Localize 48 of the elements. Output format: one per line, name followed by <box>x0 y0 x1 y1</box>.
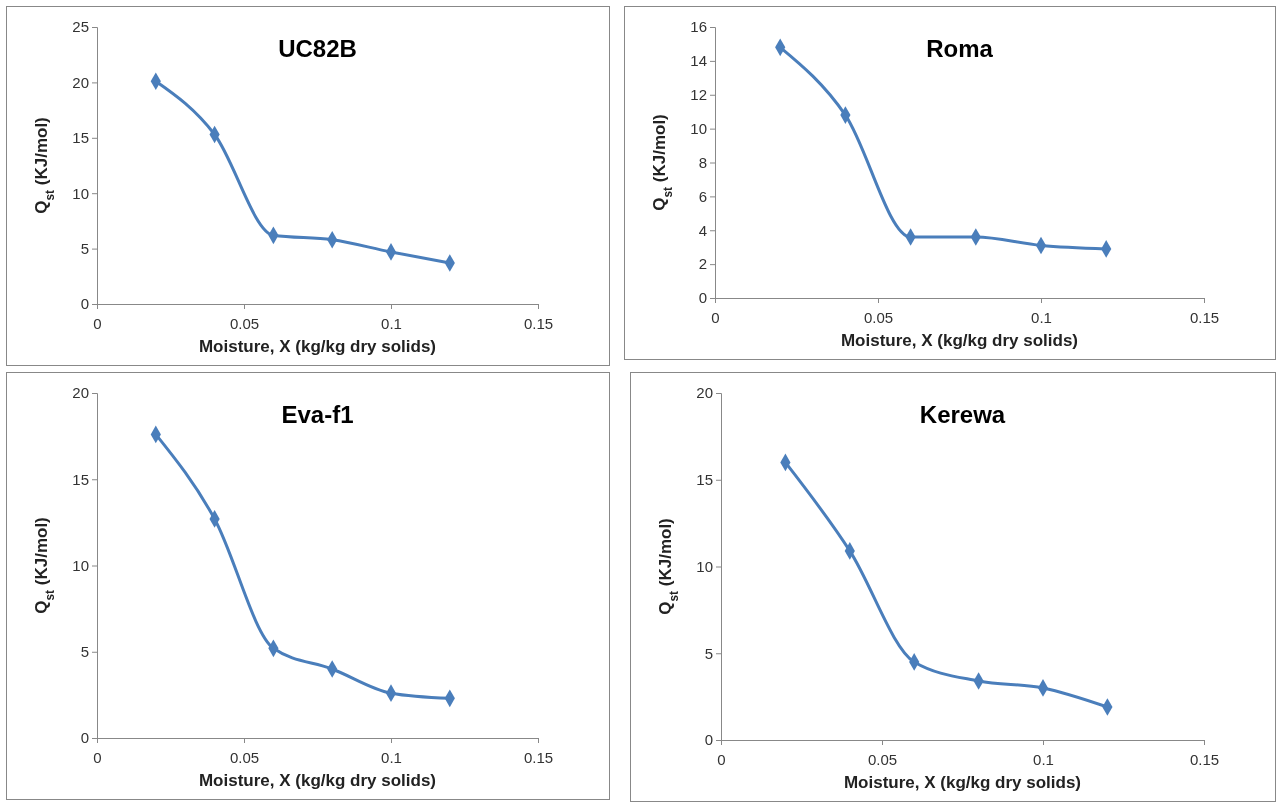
y-tick-label: 0 <box>704 731 713 749</box>
x-axis-title: Moisture, X (kg/kg dry solids) <box>198 771 437 790</box>
y-tick-label: 12 <box>690 86 707 104</box>
y-tick-label: 5 <box>80 643 89 661</box>
y-tick-label: 16 <box>690 18 707 36</box>
x-tick-label: 0 <box>93 748 102 766</box>
y-tick-label: 10 <box>696 557 713 575</box>
chart-title: Eva-f1 <box>281 401 354 428</box>
y-tick-label: 10 <box>72 184 89 202</box>
y-tick-label: 20 <box>72 73 89 91</box>
y-tick-label: 20 <box>72 384 89 402</box>
x-tick-label: 0.05 <box>229 314 260 332</box>
y-tick-label: 2 <box>698 255 707 273</box>
y-tick-label: 6 <box>698 187 707 205</box>
y-tick-label: 15 <box>72 470 89 488</box>
y-tick-label: 4 <box>698 221 707 239</box>
x-tick-label: 0.1 <box>1033 750 1054 768</box>
y-tick-label: 10 <box>72 556 89 574</box>
y-tick-label: 25 <box>72 18 89 36</box>
x-tick-label: 0.05 <box>863 308 894 326</box>
x-tick-label: 0.1 <box>1031 308 1052 326</box>
x-tick-label: 0.15 <box>1189 308 1220 326</box>
x-tick-label: 0 <box>717 750 726 768</box>
x-tick-label: 0.1 <box>381 748 402 766</box>
x-tick-label: 0.05 <box>229 748 260 766</box>
y-tick-label: 15 <box>72 129 89 147</box>
chart-title: UC82B <box>278 35 357 62</box>
y-tick-label: 8 <box>698 153 707 171</box>
y-tick-label: 0 <box>80 295 89 313</box>
x-tick-label: 0.15 <box>523 314 554 332</box>
chart-title: Roma <box>926 35 994 62</box>
x-tick-label: 0.05 <box>867 750 898 768</box>
y-tick-label: 14 <box>690 52 707 70</box>
x-tick-label: 0 <box>93 314 102 332</box>
x-tick-label: 0.1 <box>381 314 402 332</box>
y-tick-label: 20 <box>696 384 713 402</box>
x-tick-label: 0.15 <box>1189 750 1220 768</box>
y-tick-label: 5 <box>704 644 713 662</box>
y-tick-label: 10 <box>690 119 707 137</box>
x-axis-title: Moisture, X (kg/kg dry solids) <box>843 773 1082 792</box>
y-tick-label: 5 <box>80 239 89 257</box>
chart-title: Kerewa <box>919 401 1006 428</box>
x-tick-label: 0.15 <box>523 748 554 766</box>
y-tick-label: 0 <box>698 289 707 307</box>
y-tick-label: 0 <box>80 729 89 747</box>
x-axis-title: Moisture, X (kg/kg dry solids) <box>198 337 437 356</box>
x-axis-title: Moisture, X (kg/kg dry solids) <box>840 331 1079 350</box>
y-tick-label: 15 <box>696 471 713 489</box>
